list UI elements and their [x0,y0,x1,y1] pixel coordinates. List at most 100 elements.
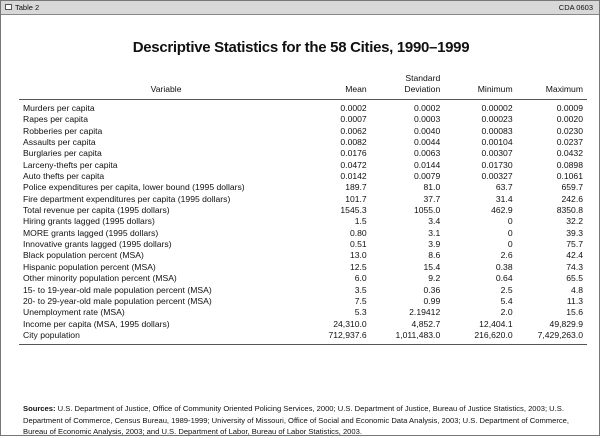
table-cell: 39.3 [566,227,583,238]
row-label: Total revenue per capita (1995 dollars) [23,205,170,216]
table-cell: 0.36 [423,284,441,295]
table-cell: 0.0144 [413,159,441,170]
table-cell: 24,310.0 [333,318,367,329]
table-row: Unemployment rate (MSA) 5.3 2.19412 2.0 15.6 [19,307,587,318]
sources-text: U.S. Department of Justice, Office of Co… [23,404,570,436]
column-header: Variable [19,73,314,100]
table-cell: 0.0063 [413,148,441,159]
table-cell: 4,852.7 [411,318,441,329]
table-row: 15- to 19-year-old male population perce… [19,285,587,296]
table-cell: 11.3 [566,295,583,306]
table-cell: 63.7 [495,182,513,193]
table-row: Total revenue per capita (1995 dollars) 1… [19,205,587,216]
row-label: Auto thefts per capita [23,171,105,182]
table-row: Black population percent (MSA) 13.0 8.6 2.6… [19,250,587,261]
table-cell: 7.5 [354,295,367,306]
column-header: Standard Deviation [370,73,445,100]
table-cell: 0.0002 [340,103,367,113]
table-cell: 2.5 [500,284,513,295]
table-cell: 7,429,263.0 [516,329,587,346]
table-cell: 2.6 [500,250,513,261]
table-cell: 0.0230 [556,125,583,136]
table-cell: 3.4 [428,216,441,227]
table-cell: 5.3 [354,307,367,318]
table-row: 20- to 29-year-old male population perce… [19,296,587,307]
table-cell: 712,937.6 [313,329,371,346]
table-cell: 0 [507,239,513,250]
table-cell: 13.0 [349,250,367,261]
table-code: CDA 0603 [558,3,593,12]
row-label: 20- to 29-year-old male population perce… [23,295,212,306]
sources: Sources: U.S. Department of Justice, Off… [23,403,585,438]
table-cell: 242.6 [561,193,583,204]
table-cell: 101.7 [345,193,367,204]
row-label: City population [19,329,314,346]
row-label: Murders per capita [23,103,95,113]
row-label: Rapes per capita [23,114,88,125]
table-cell: 0.0040 [413,125,441,136]
row-label: 15- to 19-year-old male population perce… [23,284,212,295]
sources-label: Sources: [23,404,56,413]
row-label: Assaults per capita [23,137,96,148]
table-row: Police expenditures per capita, lower bo… [19,182,587,193]
table-cell: 31.4 [495,193,513,204]
table-cell: 65.5 [566,273,583,284]
row-label: Innovative grants lagged (1995 dollars) [23,239,172,250]
table-title: Descriptive Statistics for the 58 Cities… [132,39,470,56]
table-row: Assaults per capita 0.0082 0.0044 0.00104 0.… [19,137,587,148]
row-label: Fire department expenditures per capita … [23,193,231,204]
table-cell: 75.7 [566,239,583,250]
table-cell: 0.0432 [556,148,583,159]
row-label: Police expenditures per capita, lower bo… [23,182,245,193]
table-row: Hiring grants lagged (1995 dollars) 1.5 3.… [19,216,587,227]
table-cell: 2.0 [500,307,513,318]
table-cell: 659.7 [561,182,583,193]
table-cell: 42.4 [566,250,583,261]
table-cell: 32.2 [566,216,583,227]
table-cell: 0.0002 [413,103,441,113]
table-cell: 12.5 [349,261,367,272]
table-cell: 216,620.0 [444,329,517,346]
table-row: Other minority population percent (MSA) 6… [19,273,587,284]
table-cell: 0.0142 [340,171,367,182]
table-row: City population 712,937.6 1,011,483.0 216,6… [19,329,587,346]
table-icon [5,4,12,10]
table-row: Burglaries per capita 0.0176 0.0063 0.00307… [19,148,587,159]
table-cell: 0.00307 [481,148,513,159]
table-cell: 0.0082 [340,137,367,148]
table-cell: 12,404.1 [479,318,513,329]
table-cell: 0.0062 [340,125,367,136]
table-cell: 9.2 [428,273,441,284]
table-cell: 0.80 [349,227,367,238]
table-cell: 0 [507,227,513,238]
table-row: Fire department expenditures per capita … [19,194,587,205]
row-label: Burglaries per capita [23,148,102,159]
table-cell: 2.19412 [409,307,441,318]
table-cell: 462.9 [491,205,513,216]
column-header: Maximum [516,73,587,100]
table-cell: 3.5 [354,284,367,295]
row-label: Other minority population percent (MSA) [23,273,177,284]
row-label: Hispanic population percent (MSA) [23,261,156,272]
table-row: Innovative grants lagged (1995 dollars) 0… [19,239,587,250]
table-body: Murders per capita 0.0002 0.0002 0.00002 0.0… [19,100,587,346]
table-cell: 0.0009 [556,103,583,113]
table-cell: 0.00002 [481,103,513,113]
header-row: Variable Mean Standard Deviation Minimum Max… [19,73,587,100]
table-cell: 0.0020 [556,114,583,125]
table-cell: 6.0 [354,273,367,284]
column-header: Mean [313,73,371,100]
table-cell: 1545.3 [340,205,367,216]
title-bar: Table 2 CDA 0603 [1,1,599,15]
table-cell: 0.0472 [340,159,367,170]
table-cell: 1055.0 [413,205,441,216]
table-row: Murders per capita 0.0002 0.0002 0.00002 0.0… [19,100,587,115]
row-label: Larceny-thefts per capita [23,159,118,170]
table-cell: 0.38 [495,261,513,272]
table-cell: 0.00104 [481,137,513,148]
table-row: MORE grants lagged (1995 dollars) 0.80 3.1… [19,228,587,239]
table-cell: 8.6 [428,250,441,261]
table-cell: 0.0898 [556,159,583,170]
